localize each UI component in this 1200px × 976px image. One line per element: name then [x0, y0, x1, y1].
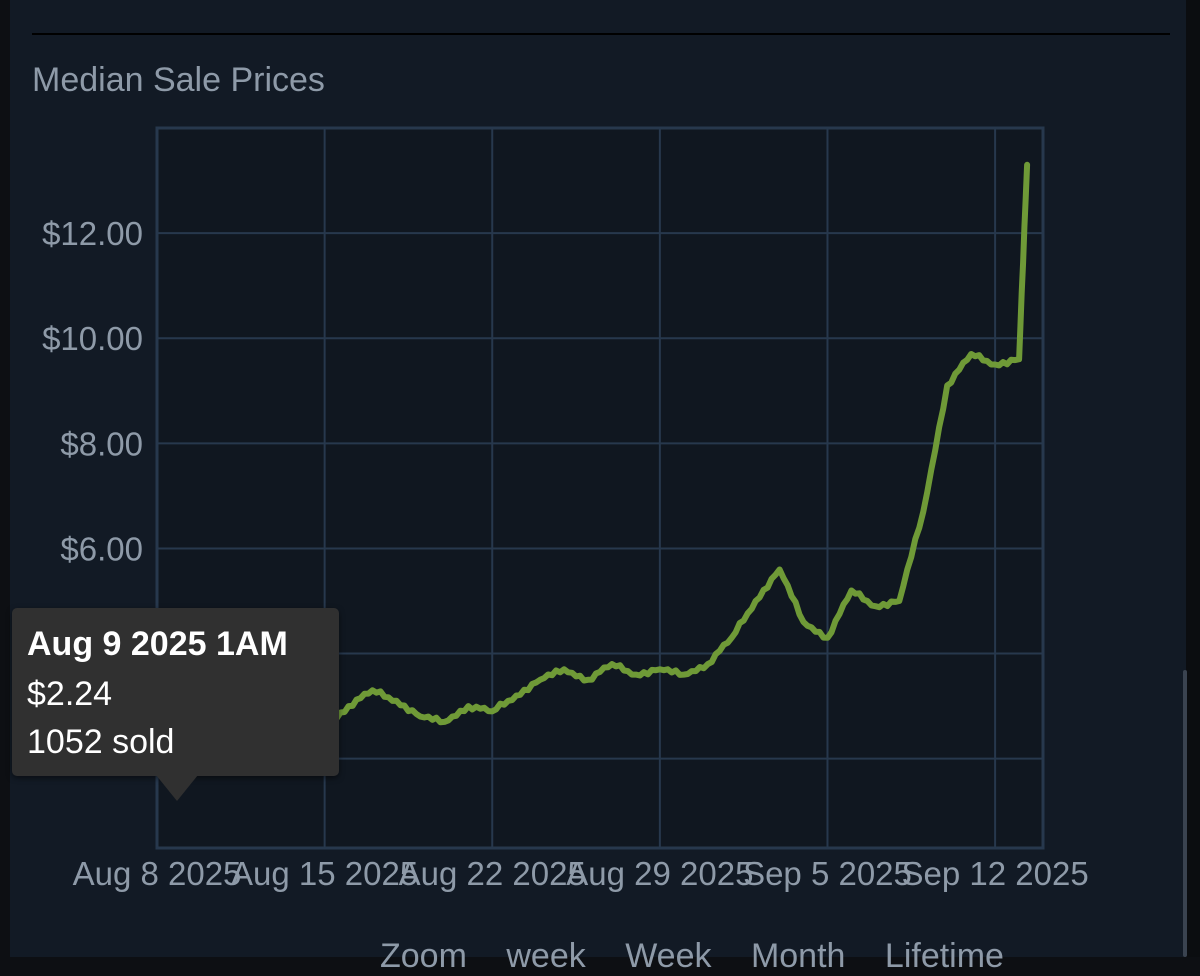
tooltip-price: $2.24: [27, 675, 113, 713]
data-point[interactable]: [753, 598, 759, 604]
data-point[interactable]: [801, 619, 807, 625]
data-point[interactable]: [992, 361, 998, 367]
section-divider: [32, 33, 1170, 35]
data-point[interactable]: [920, 509, 926, 515]
data-point[interactable]: [393, 698, 399, 704]
y-tick-label: $8.00: [60, 425, 143, 462]
data-point[interactable]: [944, 383, 950, 389]
tooltip-date: Aug 9 2025 1AM: [27, 625, 288, 663]
y-tick-label: $12.00: [42, 215, 143, 252]
data-point[interactable]: [872, 603, 878, 609]
chart-title: Median Sale Prices: [32, 61, 325, 99]
x-tick-label: Aug 8 2025: [73, 855, 242, 892]
data-point[interactable]: [968, 351, 974, 357]
data-point[interactable]: [1016, 356, 1022, 362]
y-axis-ticks: $6.00 $8.00 $10.00 $12.00: [42, 215, 143, 567]
y-tick-label: $6.00: [60, 530, 143, 567]
zoom-month-button[interactable]: Month: [750, 937, 846, 975]
data-point[interactable]: [609, 661, 615, 667]
data-point[interactable]: [705, 661, 711, 667]
price-tooltip: Aug 9 2025 1AM $2.24 1052 sold: [12, 608, 339, 776]
data-point[interactable]: [465, 703, 471, 709]
x-tick-label: Sep 12 2025: [902, 855, 1089, 892]
zoom-lifetime-button[interactable]: Lifetime: [884, 937, 1004, 975]
zoom-week-button[interactable]: Week: [625, 937, 712, 975]
data-point[interactable]: [489, 708, 495, 714]
scrollbar-thumb[interactable]: [1183, 670, 1187, 957]
x-tick-label: Sep 5 2025: [743, 855, 912, 892]
data-point[interactable]: [633, 672, 639, 678]
zoom-label: Zoom: [380, 937, 467, 975]
data-point[interactable]: [537, 677, 543, 683]
window-edge: [1186, 0, 1200, 957]
data-point[interactable]: [848, 587, 854, 593]
data-point[interactable]: [585, 677, 591, 683]
tooltip-pointer: [156, 775, 198, 801]
data-point[interactable]: [896, 598, 902, 604]
tooltip-sold-count: 1052 sold: [27, 723, 175, 761]
data-point[interactable]: [441, 719, 447, 725]
data-point[interactable]: [824, 635, 830, 641]
data-point[interactable]: [513, 693, 519, 699]
y-tick-label: $10.00: [42, 320, 143, 357]
data-point[interactable]: [370, 687, 376, 693]
data-point[interactable]: [561, 666, 567, 672]
data-point[interactable]: [777, 566, 783, 572]
x-tick-label: Aug 22 2025: [399, 855, 586, 892]
zoom-week-link[interactable]: week: [506, 937, 586, 975]
data-point[interactable]: [657, 666, 663, 672]
data-point[interactable]: [1016, 162, 1022, 168]
data-point[interactable]: [346, 703, 352, 709]
x-tick-label: Aug 29 2025: [566, 855, 753, 892]
data-point[interactable]: [729, 635, 735, 641]
data-point[interactable]: [417, 714, 423, 720]
x-tick-label: Aug 15 2025: [231, 855, 418, 892]
data-point[interactable]: [681, 672, 687, 678]
